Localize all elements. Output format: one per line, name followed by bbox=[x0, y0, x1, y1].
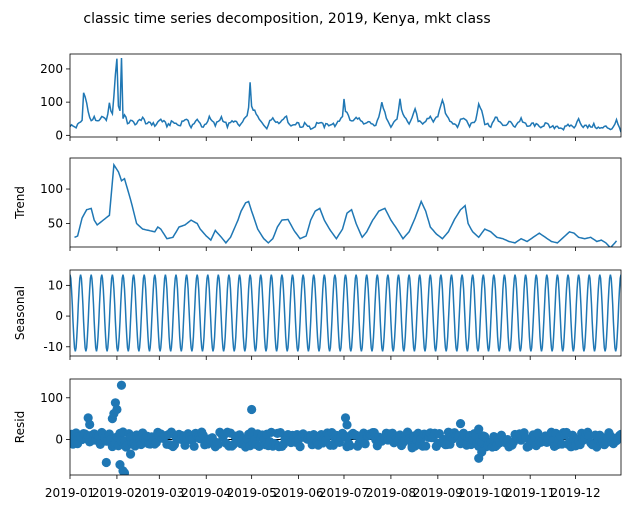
resid-point bbox=[421, 441, 431, 451]
y-tick-label: 10 bbox=[48, 278, 63, 292]
x-tick-label: 2019-12 bbox=[551, 486, 601, 500]
resid-point bbox=[101, 457, 111, 468]
y-axis-label: Seasonal bbox=[13, 286, 27, 340]
resid-point bbox=[342, 420, 352, 430]
y-tick-label: 50 bbox=[48, 217, 63, 231]
x-tick-label: 2019-11 bbox=[505, 486, 555, 500]
panel-resid: 01002019-012019-022019-032019-042019-052… bbox=[13, 378, 622, 500]
y-tick-label: 0 bbox=[55, 309, 63, 323]
x-tick-label: 2019-04 bbox=[181, 486, 231, 500]
resid-point bbox=[616, 429, 621, 440]
panel-frame bbox=[69, 157, 622, 248]
y-tick-label: 0 bbox=[55, 128, 63, 142]
resid-point bbox=[116, 380, 127, 390]
resid-point bbox=[295, 442, 305, 452]
x-tick-label: 2019-06 bbox=[274, 486, 324, 500]
resid-point bbox=[247, 404, 257, 415]
resid-point bbox=[125, 449, 136, 459]
resid-point bbox=[360, 439, 370, 449]
x-tick-label: 2019-05 bbox=[227, 486, 277, 500]
x-tick-label: 2019-01 bbox=[45, 486, 95, 500]
resid-point bbox=[474, 424, 484, 434]
y-tick-label: 100 bbox=[40, 391, 63, 405]
panel-observed: 0 100 200 bbox=[40, 53, 622, 142]
resid-point bbox=[112, 404, 122, 415]
y-tick-label: 0 bbox=[55, 433, 63, 447]
y-tick-label: -10 bbox=[43, 340, 63, 354]
x-tick-label: 2019-09 bbox=[413, 486, 463, 500]
chart-title: classic time series decomposition, 2019,… bbox=[83, 11, 490, 27]
panel-frame bbox=[69, 53, 622, 138]
observed-series-line bbox=[70, 57, 621, 133]
resid-point bbox=[340, 413, 351, 423]
resid-point bbox=[119, 468, 130, 475]
x-tick-label: 2019-07 bbox=[319, 486, 369, 500]
x-tick-label: 2019-03 bbox=[134, 486, 184, 500]
resid-point bbox=[189, 441, 199, 451]
y-tick-label: 200 bbox=[40, 62, 63, 76]
seasonal-series-line bbox=[70, 274, 621, 352]
resid-point bbox=[407, 443, 417, 453]
resid-point bbox=[85, 419, 95, 430]
panel-frame bbox=[69, 378, 622, 476]
resid-point bbox=[345, 441, 355, 451]
trend-series-line bbox=[74, 162, 618, 247]
resid-point bbox=[455, 419, 466, 429]
y-axis-label: Trend bbox=[13, 186, 27, 220]
resid-point bbox=[213, 439, 223, 449]
panel-frame bbox=[69, 269, 622, 357]
panel-trend: 50 100 Trend bbox=[13, 157, 622, 251]
resid-point bbox=[477, 447, 487, 457]
panel-seasonal: -10 0 10 Seasonal bbox=[13, 269, 622, 360]
resid-point bbox=[180, 440, 190, 450]
y-axis-label: Resid bbox=[13, 411, 27, 443]
x-tick-label: 2019-08 bbox=[366, 486, 416, 500]
y-tick-label: 100 bbox=[40, 182, 63, 196]
x-tick-label: 2019-02 bbox=[92, 486, 142, 500]
resid-point bbox=[169, 440, 180, 450]
resid-point bbox=[533, 428, 543, 438]
x-tick-label: 2019-10 bbox=[458, 486, 508, 500]
y-tick-label: 100 bbox=[40, 95, 63, 109]
